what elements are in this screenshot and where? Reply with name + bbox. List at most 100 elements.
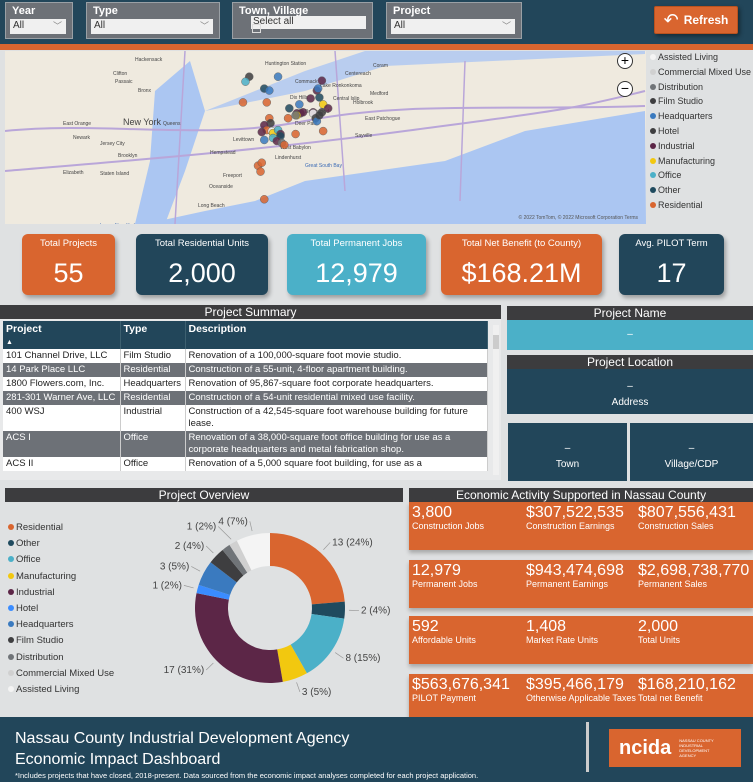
type-cell: Industrial [120, 405, 186, 431]
project-marker[interactable] [283, 113, 293, 123]
project-marker[interactable] [313, 84, 323, 93]
donut-legend-item[interactable]: Film Studio [8, 635, 114, 651]
year-filter[interactable]: Year All ﹀ [5, 2, 73, 39]
select-all-checkbox[interactable] [252, 24, 261, 33]
table-row[interactable]: 14 Park Place LLC Residential Construction… [3, 363, 488, 377]
table-row[interactable]: ACS II Office Renovation of a 5,000 square… [3, 457, 488, 471]
project-marker[interactable] [291, 111, 300, 120]
project-marker[interactable] [285, 104, 294, 113]
project-marker[interactable] [295, 100, 304, 109]
project-marker[interactable] [238, 98, 248, 107]
donut-slice-industrial[interactable] [195, 593, 283, 683]
legend-dot-icon [650, 98, 656, 105]
map-legend-item[interactable]: Hotel [650, 126, 753, 141]
map-place-label: Passaic [115, 79, 133, 85]
project-marker[interactable] [323, 104, 333, 113]
scrollbar-thumb[interactable] [493, 335, 499, 349]
project-name-title: Project Name [507, 306, 753, 320]
metric-label: Total net Benefit [638, 693, 703, 703]
column-header-type[interactable]: Type [120, 321, 186, 349]
donut-legend-item[interactable]: Distribution [8, 652, 114, 668]
table-row[interactable]: 400 WSJ Industrial Construction of a 42,54… [3, 405, 488, 431]
donut-slice-distribution[interactable] [222, 544, 248, 576]
zoom-in-button[interactable]: + [617, 53, 633, 69]
project-map[interactable]: Hackensack Clifton Passaic Bronx East Orange… [5, 51, 646, 224]
map-legend-item[interactable]: Manufacturing [650, 156, 753, 171]
project-select[interactable]: All ﹀ [391, 19, 515, 34]
map-place-label: East Orange [63, 121, 91, 127]
project-marker[interactable] [257, 158, 267, 167]
project-marker[interactable] [265, 86, 274, 95]
project-marker[interactable] [257, 127, 267, 137]
project-marker[interactable] [260, 135, 269, 145]
town-village-filter[interactable]: Town, Village Select all [232, 2, 373, 39]
donut-slice-hotel[interactable] [196, 584, 231, 600]
column-label: Project [6, 323, 42, 335]
project-table-container[interactable]: Project ▲ Type Description 101 Channel Dr… [3, 321, 490, 477]
donut-legend-item[interactable]: Commercial Mixed Use [8, 668, 114, 684]
year-select[interactable]: All ﹀ [10, 19, 66, 34]
project-marker[interactable] [315, 93, 324, 102]
map-legend-item[interactable]: Distribution [650, 82, 753, 97]
project-marker[interactable] [262, 98, 272, 107]
donut-slice-other[interactable] [311, 601, 346, 619]
project-table: Project ▲ Type Description 101 Channel Dr… [3, 321, 488, 471]
map-canvas[interactable]: Hackensack Clifton Passaic Bronx East Orange… [5, 51, 646, 224]
donut-legend-item[interactable]: Headquarters [8, 619, 114, 635]
project-marker[interactable] [306, 94, 315, 103]
table-scrollbar[interactable] [493, 325, 499, 475]
project-marker[interactable] [291, 129, 300, 139]
map-legend-item[interactable]: Headquarters [650, 111, 753, 126]
table-row[interactable]: 281-301 Warner Ave, LLC Residential Constr… [3, 391, 488, 405]
project-marker[interactable] [260, 195, 269, 204]
select-all-option[interactable]: Select all [251, 16, 366, 29]
table-row[interactable]: 1800 Flowers.com, Inc. Headquarters Renova… [3, 377, 488, 391]
accent-strip [0, 44, 753, 50]
donut-slice-assisted-living[interactable] [236, 533, 270, 571]
project-marker[interactable] [318, 126, 328, 136]
kpi-label: Total Projects [39, 238, 98, 249]
donut-slice-headquarters[interactable] [198, 562, 237, 596]
legend-label: Distribution [16, 651, 64, 663]
project-marker[interactable] [256, 167, 265, 176]
map-legend-item[interactable]: Commercial Mixed Use [650, 67, 753, 82]
zoom-out-button[interactable]: − [617, 81, 633, 97]
donut-slice-office[interactable] [290, 613, 345, 674]
donut-legend-item[interactable]: Hotel [8, 603, 114, 619]
donut-slice-film-studio[interactable] [210, 549, 244, 583]
project-marker[interactable] [315, 111, 324, 120]
project-marker[interactable] [241, 77, 250, 86]
refresh-button[interactable]: ↶ Refresh [654, 6, 738, 34]
legend-label: Industrial [16, 586, 55, 598]
column-header-description[interactable]: Description [185, 321, 488, 349]
highway [5, 90, 646, 172]
donut-slice-manufacturing[interactable] [277, 644, 307, 682]
project-marker[interactable] [280, 140, 289, 150]
donut-legend-item[interactable]: Manufacturing [8, 571, 114, 587]
legend-dot-icon [8, 653, 14, 660]
map-legend-item[interactable]: Industrial [650, 141, 753, 156]
donut-legend-item[interactable]: Assisted Living [8, 684, 114, 700]
project-marker[interactable] [273, 72, 283, 81]
donut-slice-residential[interactable] [270, 533, 345, 605]
table-row[interactable]: ACS I Office Renovation of a 38,000-square… [3, 431, 488, 457]
donut-data-label: 8 (15%) [345, 653, 380, 664]
donut-legend-item[interactable]: Residential [8, 522, 114, 538]
donut-legend-item[interactable]: Other [8, 538, 114, 554]
map-legend-item[interactable]: Film Studio [650, 96, 753, 111]
table-row[interactable]: 101 Channel Drive, LLC Film Studio Renovat… [3, 349, 488, 363]
donut-legend-item[interactable]: Industrial [8, 587, 114, 603]
type-select[interactable]: All ﹀ [91, 19, 213, 34]
metric-label: PILOT Payment [412, 693, 476, 703]
type-filter[interactable]: Type All ﹀ [86, 2, 220, 39]
column-header-project[interactable]: Project ▲ [3, 321, 121, 349]
agency-name: Nassau County Industrial Development Age… [15, 730, 350, 747]
map-legend-item[interactable]: Other [650, 185, 753, 200]
map-legend-item[interactable]: Assisted Living [650, 52, 753, 67]
donut-slice-commercial-mixed-use[interactable] [229, 540, 252, 573]
map-legend-item[interactable]: Office [650, 170, 753, 185]
project-filter[interactable]: Project All ﹀ [386, 2, 522, 39]
map-legend-item[interactable]: Residential [650, 200, 753, 215]
project-marker[interactable] [317, 76, 327, 85]
donut-legend-item[interactable]: Office [8, 554, 114, 570]
